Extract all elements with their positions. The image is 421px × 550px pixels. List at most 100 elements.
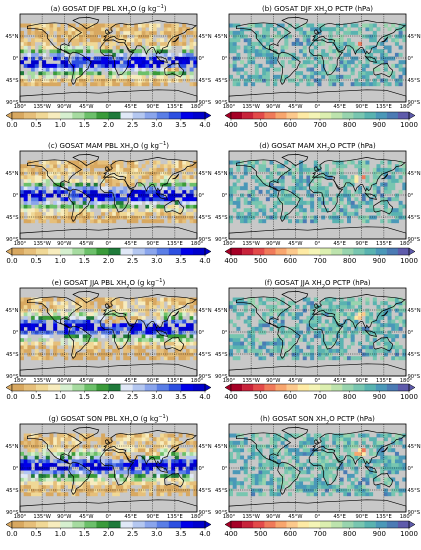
- colorbar-tick-label: 400: [224, 257, 237, 265]
- data-cell: [45, 492, 50, 497]
- data-cell: [295, 323, 300, 328]
- data-cell: [149, 492, 154, 497]
- data-cell: [27, 164, 32, 169]
- data-cell: [156, 477, 161, 482]
- data-cell: [119, 337, 124, 342]
- data-cell: [93, 34, 98, 39]
- data-cell: [339, 34, 344, 39]
- data-cell: [321, 440, 326, 445]
- data-cell: [332, 167, 337, 172]
- map-frame: [228, 287, 407, 377]
- data-cell: [193, 164, 198, 169]
- data-cell: [299, 30, 304, 35]
- data-cell: [108, 189, 113, 194]
- data-cell: [273, 27, 278, 32]
- data-cell: [273, 433, 278, 438]
- data-cell: [104, 466, 109, 471]
- data-cell: [387, 319, 392, 324]
- data-cell: [273, 341, 278, 346]
- data-cell: [339, 197, 344, 202]
- data-cell: [276, 164, 281, 169]
- data-cell: [82, 215, 87, 220]
- data-cell: [71, 60, 76, 65]
- data-cell: [361, 71, 366, 76]
- data-cell: [163, 326, 168, 331]
- data-cell: [182, 200, 187, 205]
- data-cell: [229, 319, 233, 324]
- data-cell: [86, 477, 91, 482]
- data-cell: [171, 356, 176, 361]
- data-cell: [86, 208, 91, 213]
- data-cell: [115, 78, 120, 83]
- data-cell: [174, 56, 179, 61]
- data-cell: [288, 23, 292, 28]
- data-cell: [243, 49, 248, 54]
- panel-title: (c) GOSAT MAM PBL XH2O (g kg−1): [48, 141, 169, 153]
- data-cell: [101, 356, 106, 361]
- data-cell: [383, 477, 388, 482]
- data-cell: [269, 38, 274, 43]
- data-cell: [182, 49, 187, 54]
- data-cell: [280, 330, 285, 335]
- data-cell: [398, 433, 403, 438]
- data-cell: [387, 345, 392, 350]
- data-cell: [236, 492, 241, 497]
- data-cell: [335, 164, 340, 169]
- data-cell: [265, 481, 270, 486]
- data-cell: [67, 30, 72, 35]
- lon-tick-label: 90°E: [147, 104, 159, 110]
- data-cell: [273, 52, 278, 57]
- data-cell: [134, 330, 139, 335]
- data-cell: [130, 301, 135, 306]
- data-cell: [269, 160, 274, 165]
- data-cell: [20, 171, 24, 176]
- data-cell: [391, 319, 396, 324]
- data-cell: [343, 178, 348, 183]
- data-cell: [295, 481, 300, 486]
- data-cell: [240, 297, 245, 302]
- data-cell: [243, 171, 248, 176]
- data-cell: [372, 352, 377, 357]
- data-cell: [262, 178, 267, 183]
- data-cell: [174, 319, 179, 324]
- data-cell: [141, 308, 146, 313]
- data-cell: [53, 71, 58, 76]
- data-cell: [79, 356, 83, 361]
- data-cell: [79, 345, 83, 350]
- data-cell: [310, 440, 315, 445]
- coastline: [281, 17, 309, 30]
- data-cell: [310, 492, 315, 497]
- data-cell: [182, 481, 187, 486]
- data-cell: [189, 197, 194, 202]
- data-cell: [182, 23, 187, 28]
- data-cell: [67, 215, 72, 220]
- data-cell: [130, 38, 135, 43]
- data-cell: [56, 49, 61, 54]
- data-cell: [67, 38, 72, 43]
- data-cell: [193, 444, 198, 449]
- data-cell: [182, 337, 187, 342]
- data-cell: [56, 481, 61, 486]
- data-cell: [145, 208, 150, 213]
- data-cell: [42, 164, 47, 169]
- data-cell: [97, 437, 102, 442]
- data-cell: [20, 297, 24, 302]
- data-cell: [38, 186, 43, 191]
- data-cell: [171, 27, 176, 32]
- data-cell: [383, 481, 388, 486]
- data-cell: [86, 45, 91, 50]
- data-cell: [361, 492, 366, 497]
- data-cell: [34, 175, 39, 180]
- data-cell: [97, 204, 102, 209]
- data-cell: [104, 352, 109, 357]
- data-cell: [49, 437, 54, 442]
- data-cell: [134, 164, 139, 169]
- data-cell: [284, 74, 289, 79]
- data-cell: [119, 459, 124, 464]
- coastline: [164, 337, 185, 352]
- data-cell: [141, 484, 146, 489]
- data-cell: [182, 356, 187, 361]
- colorbar-pctp: 400 500 600 700 800 900 1000: [224, 111, 418, 129]
- data-cell: [163, 341, 168, 346]
- data-cell: [365, 45, 370, 50]
